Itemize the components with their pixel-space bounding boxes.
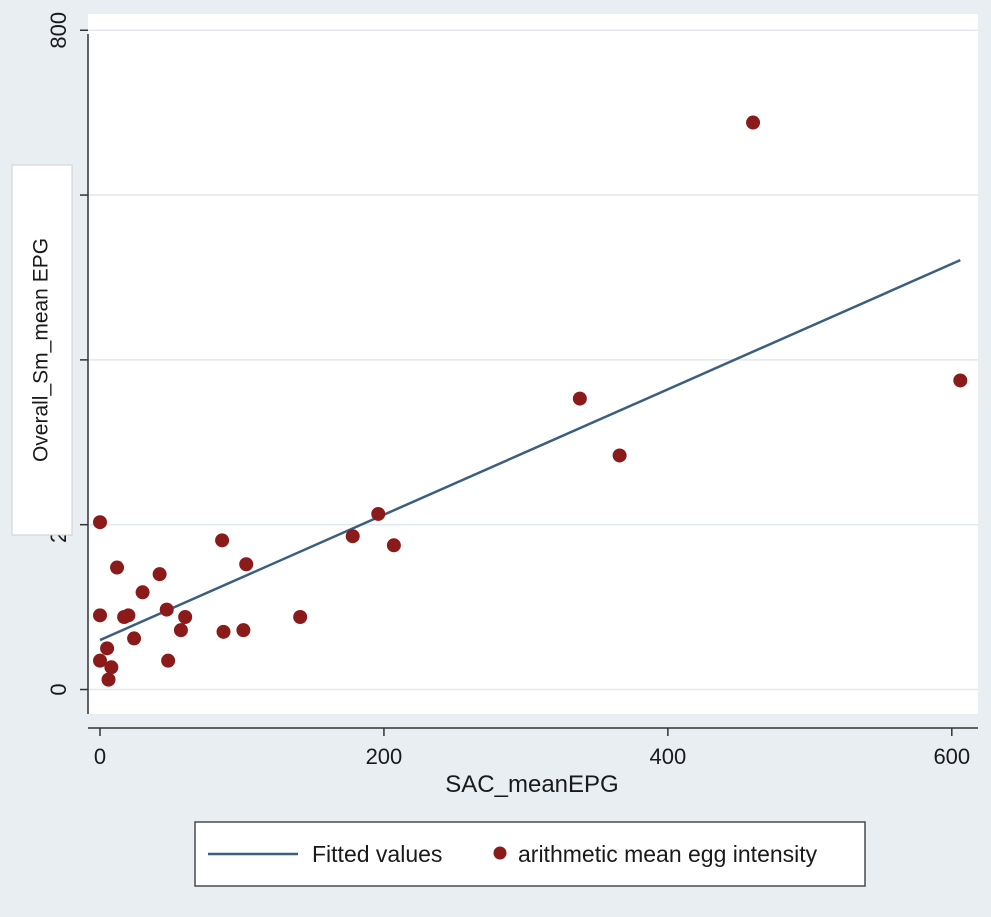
- data-point-17: [216, 624, 231, 639]
- plot-area: [88, 14, 978, 714]
- data-point-23: [386, 538, 401, 553]
- data-point-16: [215, 533, 230, 548]
- y-tick-label-0: 0: [46, 683, 71, 695]
- data-point-4: [101, 672, 116, 687]
- data-point-3: [100, 641, 115, 656]
- legend: Fitted values arithmetic mean egg intens…: [194, 821, 866, 887]
- gridlines: [88, 29, 978, 691]
- data-point-0: [93, 515, 107, 530]
- data-point-21: [345, 529, 360, 544]
- data-point-22: [371, 506, 386, 521]
- x-axis-title: SAC_meanEPG: [445, 771, 618, 798]
- legend-label-points: arithmetic mean egg intensity: [518, 841, 818, 867]
- legend-box: [194, 821, 866, 887]
- y-axis-title-box: [11, 164, 73, 536]
- data-point-6: [110, 560, 125, 575]
- data-point-13: [161, 653, 176, 668]
- data-point-20: [293, 609, 308, 624]
- x-tick-label-0: 0: [94, 744, 106, 769]
- data-point-27: [953, 373, 968, 388]
- y-tick-label-4: 800: [46, 12, 71, 49]
- data-point-9: [127, 631, 142, 646]
- data-point-24: [572, 391, 587, 406]
- data-point-5: [104, 660, 119, 675]
- data-point-15: [178, 609, 193, 624]
- x-tick-label-1: 200: [366, 744, 403, 769]
- legend-marker-swatch: [493, 846, 507, 860]
- data-point-8: [121, 608, 136, 623]
- y-axis-title: Overall_Sm_mean EPG: [30, 238, 53, 462]
- x-tick-label-3: 600: [933, 744, 970, 769]
- x-tick-label-2: 400: [650, 744, 687, 769]
- data-point-14: [173, 623, 188, 638]
- data-point-26: [746, 115, 761, 130]
- data-point-2: [93, 653, 107, 668]
- data-point-1: [93, 608, 107, 623]
- data-point-12: [159, 602, 174, 617]
- data-point-10: [135, 585, 150, 600]
- data-point-19: [239, 557, 254, 572]
- legend-label-fitted: Fitted values: [312, 841, 442, 867]
- data-point-11: [152, 567, 167, 582]
- data-point-25: [612, 448, 627, 463]
- series: [93, 115, 968, 687]
- fitted-line: [99, 259, 961, 642]
- data-point-18: [236, 623, 251, 638]
